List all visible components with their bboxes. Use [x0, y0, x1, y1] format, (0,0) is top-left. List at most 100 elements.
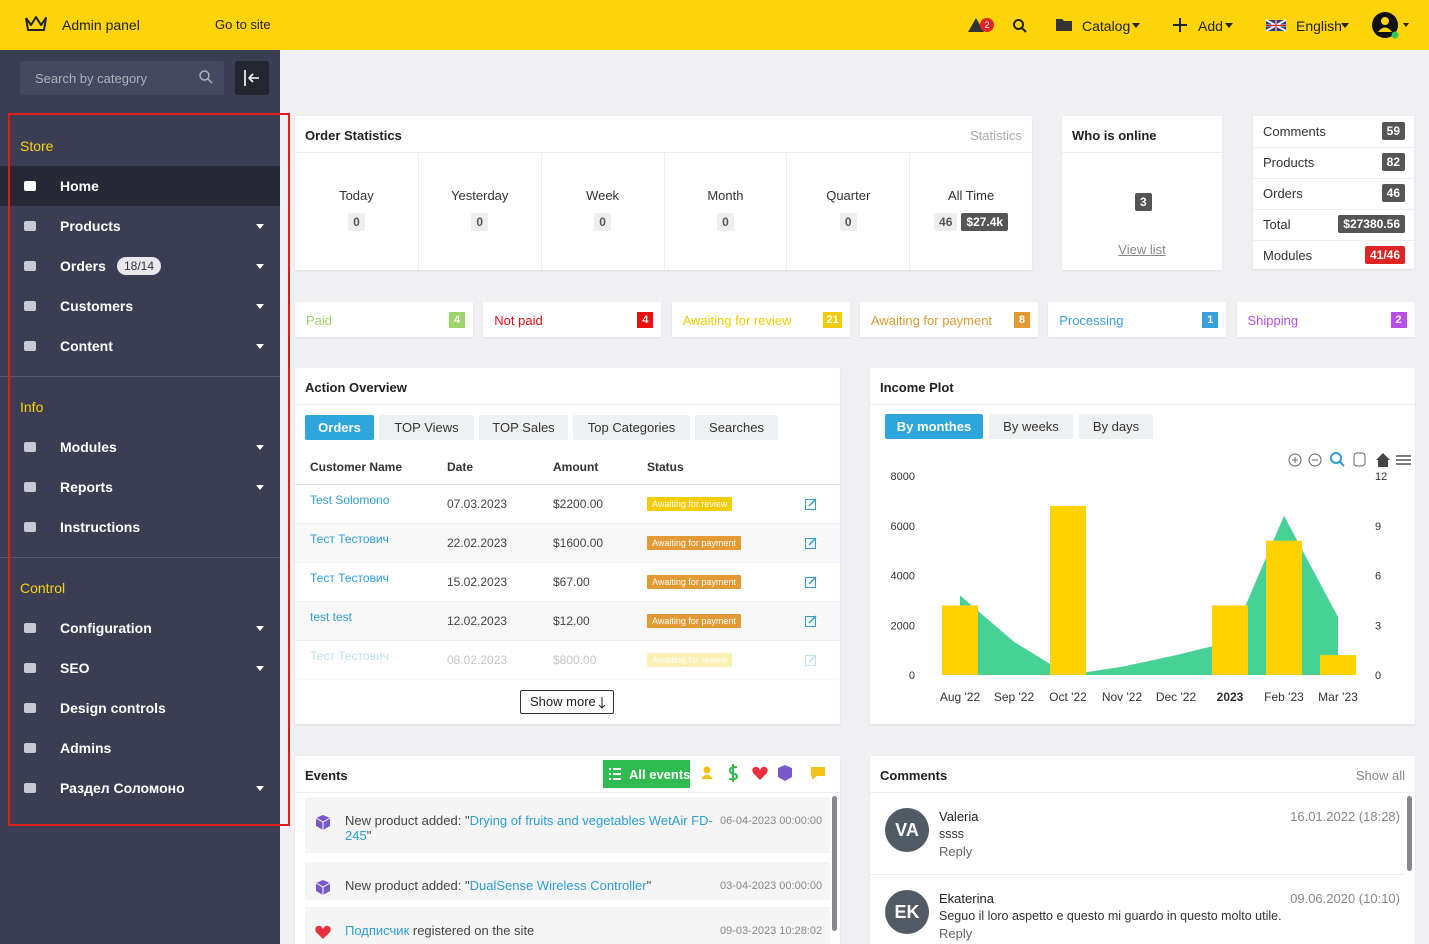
- dropdown-caret: [256, 666, 264, 671]
- section-title: Info: [20, 399, 44, 415]
- pan-button: [1353, 452, 1366, 467]
- tab[interactable]: Orders: [305, 415, 374, 440]
- sidebar-search[interactable]: Search by category: [20, 61, 224, 95]
- comment-date: 09.06.2020 (10:10): [1290, 891, 1400, 906]
- menu-item[interactable]: Design controls: [0, 688, 280, 728]
- x-tick-label: Sep '22: [994, 690, 1035, 704]
- statistics-link[interactable]: Statistics: [969, 128, 1022, 143]
- y2-tick-label: 9: [1375, 521, 1381, 533]
- all-events-button[interactable]: All events: [603, 760, 690, 788]
- customer-name[interactable]: Тест Тестович: [310, 571, 389, 585]
- menu-item[interactable]: Reports: [0, 467, 280, 507]
- order-status: Awaiting for payment: [647, 575, 741, 589]
- menu-item[interactable]: Customers: [0, 286, 280, 326]
- online-count: 3: [1135, 193, 1152, 211]
- event-item: Подписчик registered on the site 09-03-20…: [305, 907, 830, 944]
- customer-name[interactable]: Test Solomono: [310, 493, 390, 507]
- show-all-link[interactable]: Show all: [1355, 768, 1405, 783]
- event-icon: [315, 925, 331, 939]
- column-header: Date: [447, 460, 474, 474]
- divider: [1253, 147, 1414, 148]
- menu-item[interactable]: Modules: [0, 427, 280, 467]
- counter-label: Modules: [1263, 248, 1313, 263]
- event-text: New product added: "Drying of fruits and…: [345, 813, 715, 843]
- status-chip[interactable]: Awaiting for payment 8: [859, 302, 1038, 337]
- edit-box: [805, 655, 816, 666]
- period-cell: All Time 46 $27.4k: [909, 153, 1032, 270]
- period-cell: Month 0: [663, 153, 787, 270]
- menu-item[interactable]: Instructions: [0, 507, 280, 547]
- customer-name[interactable]: Тест Тестович: [310, 532, 389, 546]
- customer-name[interactable]: test test: [310, 610, 353, 624]
- icon-shape: [24, 663, 36, 673]
- heart: [315, 925, 331, 939]
- x-tick-label: Feb '23: [1264, 690, 1304, 704]
- order-date: 12.02.2023: [447, 614, 508, 628]
- table-row: Тест Тестович 15.02.2023 $67.00 Awaiting fo…: [295, 563, 840, 602]
- customer-name[interactable]: Тест Тестович: [310, 649, 389, 663]
- event-prefix: New product added: ": [345, 878, 470, 893]
- y-tick-label: 6000: [891, 521, 915, 533]
- menu-label: Admins: [60, 740, 112, 756]
- events-card: Events All events New product added: "Dryi…: [295, 756, 840, 944]
- menu-item[interactable]: Admins: [0, 728, 280, 768]
- alert-badge[interactable]: 2: [980, 18, 994, 32]
- menu-label: Orders: [60, 258, 106, 274]
- event-link[interactable]: Drying of fruits and vegetables WetAir F…: [345, 813, 713, 843]
- scrollbar: [832, 796, 837, 931]
- period-label: All Time: [947, 188, 995, 203]
- menu-item[interactable]: Configuration: [0, 608, 280, 648]
- status-count: 1: [1202, 312, 1219, 328]
- add-menu[interactable]: Add: [1198, 18, 1223, 34]
- status-chip[interactable]: Processing 1: [1048, 302, 1227, 337]
- event-link[interactable]: DualSense Wireless Controller: [469, 878, 647, 893]
- divider: [870, 404, 1415, 405]
- menu-item[interactable]: Products: [0, 206, 280, 246]
- edit-box: [805, 499, 816, 510]
- event-link[interactable]: Подписчик: [345, 923, 410, 938]
- column-header: Amount: [553, 460, 599, 474]
- table-row: test test 12.02.2023 $12.00 Awaiting for pa…: [295, 602, 840, 641]
- show-more-button[interactable]: Show more: [520, 690, 614, 714]
- tab[interactable]: TOP Views: [379, 415, 474, 440]
- tab[interactable]: By weeks: [989, 414, 1073, 439]
- menu-label: Instructions: [60, 519, 141, 535]
- edit-icon: [805, 615, 817, 627]
- x-tick-label: Mar '23: [1318, 690, 1358, 704]
- status-chip[interactable]: Not paid 4: [483, 302, 662, 337]
- tab[interactable]: By monthes: [885, 414, 983, 439]
- menu-item[interactable]: Content: [0, 326, 280, 366]
- menu-item[interactable]: Orders 18/14: [0, 246, 280, 286]
- comment-reply[interactable]: Reply: [939, 844, 973, 859]
- menu-label: Content: [60, 338, 113, 354]
- go-to-site[interactable]: Go to site: [215, 17, 271, 32]
- menu-icon: [24, 442, 36, 452]
- table-row: Test Solomono 07.03.2023 $2200.00 Awaiting …: [295, 485, 840, 524]
- status-chip[interactable]: Shipping 2: [1236, 302, 1415, 337]
- divider: [295, 792, 840, 793]
- menu-icon: [24, 783, 36, 793]
- tab[interactable]: Searches: [695, 415, 778, 440]
- divider: [870, 792, 1415, 793]
- language-menu[interactable]: English: [1296, 18, 1342, 34]
- status-chip[interactable]: Awaiting for review 21: [671, 302, 850, 337]
- event-date: 09-03-2023: [720, 925, 777, 937]
- comment-reply[interactable]: Reply: [939, 926, 973, 941]
- period-values: 0: [665, 213, 787, 231]
- menu-item[interactable]: Home: [0, 166, 280, 206]
- tab[interactable]: Top Categories: [573, 415, 690, 440]
- tab[interactable]: TOP Sales: [479, 415, 568, 440]
- menu-label: Customers: [60, 298, 134, 314]
- view-list-link[interactable]: View list: [1118, 242, 1166, 257]
- order-status: Awaiting for payment: [647, 614, 741, 628]
- tab[interactable]: By days: [1079, 414, 1153, 439]
- catalog-menu[interactable]: Catalog: [1082, 18, 1131, 34]
- status-count: 2: [1390, 312, 1407, 328]
- menu-item[interactable]: Раздел Соломоно: [0, 768, 280, 808]
- edit-box: [805, 616, 816, 627]
- divider: [870, 874, 1405, 875]
- bar: [1212, 605, 1248, 675]
- menu-label: Home: [60, 178, 99, 194]
- status-chip[interactable]: Paid 4: [295, 302, 473, 337]
- menu-item[interactable]: SEO: [0, 648, 280, 688]
